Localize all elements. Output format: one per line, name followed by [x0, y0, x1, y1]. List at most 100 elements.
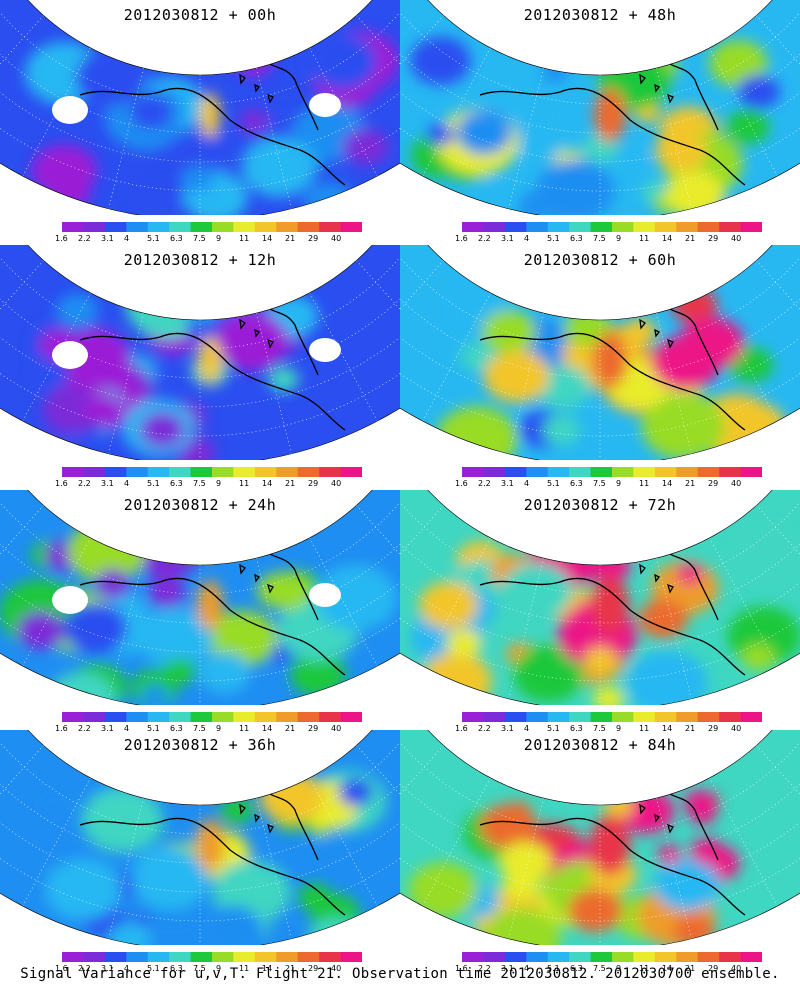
colorbar-label: 14: [262, 724, 273, 733]
colorbar-swatch: [719, 467, 742, 477]
colorbar-label: 4: [524, 964, 530, 973]
colorbar-labels: 1.6 2.2 3.1 4 5.1 6.3 7.5 9 11 14 21 29 40: [455, 964, 775, 976]
colorbar-label: 5.1: [147, 724, 160, 733]
colorbar-label: 2.2: [78, 234, 91, 243]
colorbar-labels: 1.6 2.2 3.1 4 5.1 6.3 7.5 9 11 14 21 29 40: [55, 964, 375, 976]
variance-field: [0, 245, 400, 460]
colorbar-labels: 1.6 2.2 3.1 4 5.1 6.3 7.5 9 11 14 21 29 40: [455, 724, 775, 736]
colorbar-swatch: [147, 712, 170, 722]
colorbar-label: 14: [662, 479, 673, 488]
panel-84h: 2012030812 + 84h 1.6 2.2 3.1 4 5.1 6.3 7.5 9 11 1…: [400, 730, 800, 975]
colorbar-swatch: [83, 952, 106, 962]
colorbar: [62, 467, 362, 477]
colorbar-swatch: [654, 222, 677, 232]
colorbar-label: 3.1: [501, 479, 514, 488]
colorbar-label: 1.6: [455, 234, 468, 243]
variance-field: [0, 490, 400, 705]
colorbar-swatch: [740, 467, 762, 477]
colorbar-labels: 1.6 2.2 3.1 4 5.1 6.3 7.5 9 11 14 21 29 40: [55, 234, 375, 246]
variance-field: [0, 730, 400, 945]
colorbar-label: 2.2: [478, 479, 491, 488]
colorbar-swatch: [104, 467, 127, 477]
colorbar-label: 14: [662, 724, 673, 733]
colorbar-label: 29: [708, 234, 719, 243]
colorbar-label: 14: [262, 234, 273, 243]
colorbar-label: 1.6: [455, 964, 468, 973]
colorbar-label: 3.1: [101, 479, 114, 488]
colorbar-label: 6.3: [570, 234, 583, 243]
colorbar-label: 29: [308, 724, 319, 733]
colorbar-swatch: [276, 467, 299, 477]
colorbar-swatch: [276, 222, 299, 232]
colorbar-label: 40: [731, 479, 742, 488]
colorbar-swatch: [740, 222, 762, 232]
colorbar-swatch: [254, 952, 277, 962]
colorbar-swatch: [319, 467, 342, 477]
colorbar-label: 7.5: [193, 479, 206, 488]
variance-field: [400, 245, 800, 460]
colorbar-swatch: [697, 467, 720, 477]
panel-00h: 2012030812 + 00h 1.6 2.2 3.1 4 5.1 6.3 7.5 9 11 1…: [0, 0, 400, 245]
colorbar-swatch: [483, 952, 506, 962]
colorbar-label: 14: [662, 234, 673, 243]
colorbar-swatch: [169, 952, 192, 962]
colorbar-swatch: [147, 222, 170, 232]
colorbar-label: 4: [524, 724, 530, 733]
colorbar-swatch: [612, 222, 634, 232]
map-svg: [400, 490, 800, 705]
colorbar-label: 21: [285, 479, 296, 488]
colorbar-swatch: [233, 712, 256, 722]
colorbar-swatch: [190, 222, 213, 232]
colorbar-swatch: [233, 467, 256, 477]
colorbar-swatch: [62, 712, 84, 722]
colorbar-labels: 1.6 2.2 3.1 4 5.1 6.3 7.5 9 11 14 21 29 40: [455, 234, 775, 246]
colorbar-swatch: [212, 222, 234, 232]
colorbar-label: 9: [216, 479, 222, 488]
colorbar-label: 21: [685, 964, 696, 973]
colorbar-label: 5.1: [547, 964, 560, 973]
colorbar-label: 40: [331, 479, 342, 488]
map-svg: [0, 490, 400, 705]
colorbar-label: 21: [685, 234, 696, 243]
colorbar-label: 7.5: [593, 964, 606, 973]
colorbar-swatch: [547, 467, 570, 477]
colorbar-swatch: [104, 712, 127, 722]
colorbar-swatch: [104, 952, 127, 962]
colorbar-swatch: [319, 712, 342, 722]
colorbar-swatch: [526, 467, 549, 477]
colorbar-label: 7.5: [193, 234, 206, 243]
map-svg: [400, 730, 800, 945]
colorbar-swatch: [126, 712, 149, 722]
panel-title: 2012030812 + 84h: [523, 736, 677, 754]
colorbar-swatch: [319, 222, 342, 232]
colorbar-swatch: [212, 712, 234, 722]
colorbar-swatch: [740, 712, 762, 722]
colorbar-label: 9: [616, 964, 622, 973]
colorbar-label: 5.1: [147, 234, 160, 243]
map-svg: [0, 245, 400, 460]
colorbar-swatch: [462, 712, 484, 722]
colorbar-swatch: [147, 952, 170, 962]
colorbar-swatch: [126, 952, 149, 962]
colorbar-label: 21: [285, 234, 296, 243]
colorbar-label: 1.6: [455, 479, 468, 488]
colorbar-swatch: [276, 952, 299, 962]
colorbar-label: 1.6: [55, 479, 68, 488]
colorbar-swatch: [590, 222, 613, 232]
colorbar-label: 5.1: [547, 234, 560, 243]
colorbar-swatch: [569, 712, 592, 722]
colorbar: [62, 952, 362, 962]
colorbar-label: 11: [239, 724, 250, 733]
colorbar-label: 40: [331, 964, 342, 973]
panel-title: 2012030812 + 00h: [123, 6, 277, 24]
colorbar-label: 29: [708, 964, 719, 973]
colorbar-swatch: [462, 952, 484, 962]
colorbar-label: 40: [731, 964, 742, 973]
colorbar-swatch: [612, 712, 634, 722]
colorbar-label: 29: [308, 479, 319, 488]
colorbar-swatch: [254, 222, 277, 232]
colorbar-swatch: [83, 467, 106, 477]
map-svg: [0, 730, 400, 945]
variance-field: [400, 0, 800, 215]
colorbar-swatch: [547, 222, 570, 232]
